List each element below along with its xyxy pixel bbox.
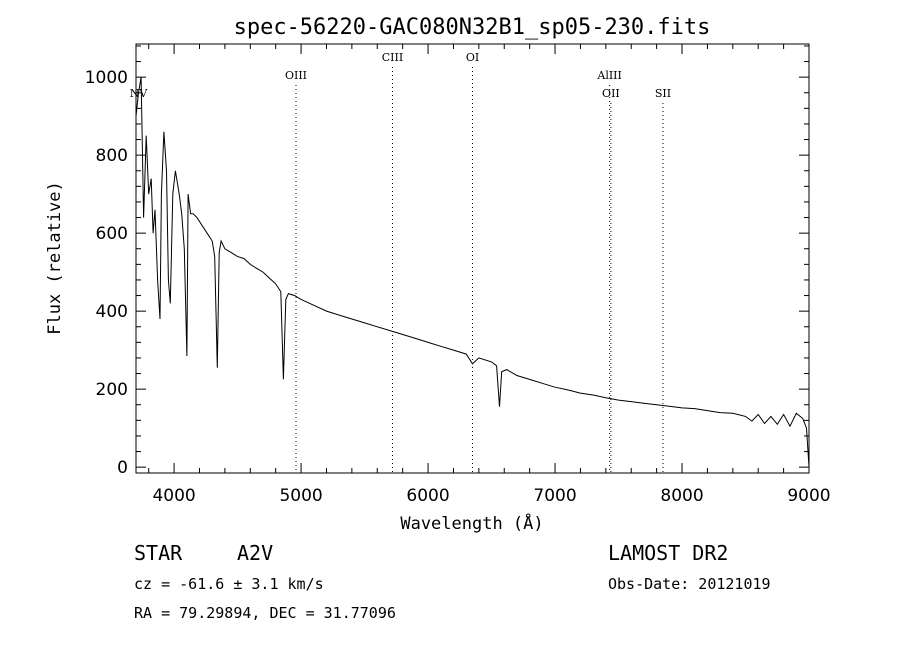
y-tick-label: 0: [117, 458, 128, 478]
x-tick-label: 7000: [533, 486, 576, 506]
line-marker-label-ciii: CIII: [382, 51, 403, 64]
object-class: STAR: [134, 541, 183, 565]
y-tick-label: 800: [96, 146, 128, 166]
y-tick-label: 1000: [85, 68, 128, 88]
line-marker-label-oi: OI: [466, 51, 479, 64]
x-tick-label: 8000: [660, 486, 703, 506]
line-marker-label-sii: SII: [655, 87, 671, 100]
y-tick-label: 600: [96, 224, 128, 244]
chart-title: spec-56220-GAC080N32B1_sp05-230.fits: [234, 15, 711, 40]
redshift-velocity: cz = -61.6 ± 3.1 km/s: [134, 575, 324, 593]
x-tick-label: 4000: [152, 486, 195, 506]
object-subclass: A2V: [237, 541, 274, 565]
y-tick-label: 400: [96, 302, 128, 322]
x-tick-label: 6000: [406, 486, 449, 506]
line-marker-label-aliii: AlIII: [596, 69, 622, 82]
line-marker-label-oiii: OIII: [285, 69, 307, 82]
spectral-line-markers: NV OIII CIII OI AlIII OII SII: [130, 51, 671, 473]
spectrum-line: [135, 77, 810, 468]
observation-date: Obs-Date: 20121019: [608, 575, 771, 593]
y-tick-label: 200: [96, 380, 128, 400]
line-marker-label-oii: OII: [602, 87, 620, 100]
sky-coordinates: RA = 79.29894, DEC = 31.77096: [134, 604, 396, 622]
plot-frame: [135, 43, 810, 474]
y-axis-label: Flux (relative): [45, 181, 65, 335]
line-marker-label-nv: NV: [130, 87, 149, 100]
axis-ticks: 4000 5000 6000 7000 8000 9000 0 200 400 600 800 100…: [85, 44, 831, 506]
x-tick-label: 5000: [279, 486, 322, 506]
x-tick-label: 9000: [787, 486, 830, 506]
survey-name: LAMOST DR2: [608, 541, 729, 565]
x-axis-label: Wavelength (Å): [400, 512, 543, 534]
